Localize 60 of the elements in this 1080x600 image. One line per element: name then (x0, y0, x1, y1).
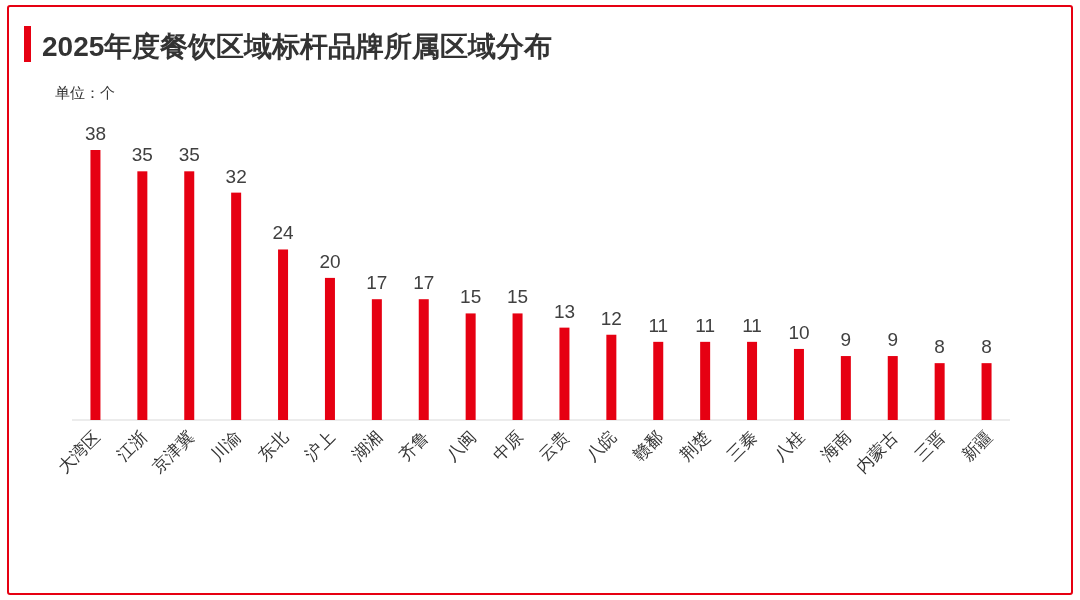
x-tick-label: 三晋 (911, 427, 949, 465)
x-tick-label: 云贵 (535, 427, 574, 465)
bar (840, 356, 851, 420)
bar (793, 348, 804, 420)
bar (887, 356, 898, 420)
bar (324, 277, 335, 420)
data-label: 11 (695, 314, 716, 336)
data-label: 32 (225, 165, 247, 187)
x-tick-label: 沪上 (301, 427, 339, 465)
text: 单位：个 (55, 84, 115, 101)
x-tick-label: 荆楚 (676, 427, 714, 465)
bar (981, 363, 992, 420)
bar (418, 299, 429, 420)
bar (512, 313, 523, 420)
chart-title: 2025年度餐饮区域标杆品牌所属区域分布 (42, 31, 553, 62)
bar (137, 171, 148, 420)
x-tick-label: 齐鲁 (395, 427, 433, 465)
x-tick-label: 大湾区 (54, 427, 105, 477)
x-tick-label: 八皖 (582, 427, 621, 465)
data-label: 8 (934, 336, 945, 358)
data-label: 17 (413, 272, 435, 294)
x-tick-label: 中原 (488, 427, 527, 465)
bar (231, 192, 242, 420)
data-label: 24 (272, 222, 295, 244)
bar (559, 327, 570, 420)
bar (653, 341, 664, 420)
data-label: 11 (648, 314, 669, 336)
x-tick-label: 川渝 (207, 427, 245, 465)
data-label: 17 (366, 272, 388, 294)
x-tick-label: 三秦 (723, 427, 761, 465)
bar (184, 171, 195, 420)
data-label: 10 (788, 321, 810, 343)
data-label: 11 (742, 314, 762, 336)
x-tick-label: 赣鄱 (629, 427, 668, 465)
data-label: 15 (460, 286, 482, 308)
bar (465, 313, 476, 420)
x-tick-label: 湖湘 (348, 427, 386, 465)
data-label: 12 (600, 307, 622, 329)
bar (700, 341, 711, 420)
data-label: 9 (887, 329, 899, 351)
data-label: 38 (84, 123, 107, 144)
x-tick-label: 新疆 (957, 427, 996, 465)
data-label: 20 (319, 250, 341, 272)
bar (278, 249, 289, 420)
data-label: 15 (506, 286, 529, 308)
data-label: 35 (131, 144, 153, 166)
data-label: 8 (981, 336, 992, 358)
x-tick-label: 海南 (817, 427, 855, 465)
x-tick-label: 八闽 (442, 427, 480, 465)
bar (371, 299, 382, 420)
x-tick-label: 八桂 (770, 427, 808, 465)
data-label: 13 (553, 300, 576, 322)
x-tick-label: 内蒙古 (852, 427, 902, 477)
x-tick-label: 东北 (254, 427, 292, 465)
bar (747, 341, 758, 420)
data-label: 9 (840, 329, 852, 351)
data-label: 35 (178, 144, 200, 166)
bar (90, 150, 101, 420)
bar (606, 334, 617, 420)
bar (934, 363, 945, 420)
